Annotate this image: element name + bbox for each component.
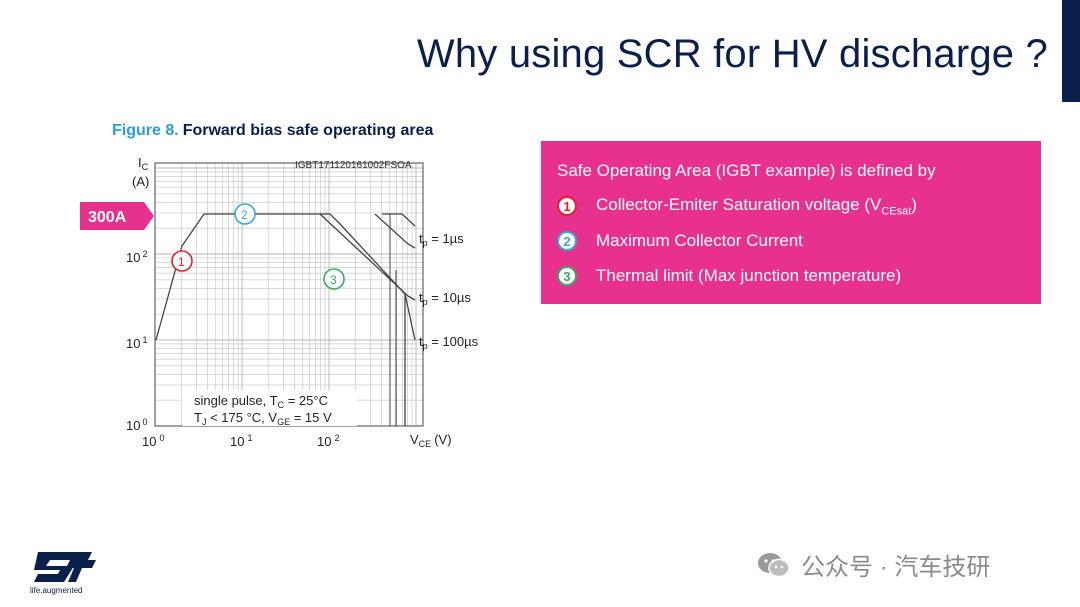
num-1-icon: 1 [557, 196, 577, 216]
info-item-1: 1 Collector-Emiter Saturation voltage (V… [557, 193, 917, 219]
figure-ref-code: IGBT171120161002FSOA [295, 160, 412, 171]
y-axis-label: IC [138, 155, 149, 172]
info-item-2-text: Maximum Collector Current [596, 231, 803, 250]
conditions-line2: TJ < 175 °C, VGE = 15 V [194, 410, 332, 427]
y-tick-label: 10 1 [126, 335, 147, 351]
tp-1us-curve [374, 213, 416, 249]
info-item-3: 3 Thermal limit (Max junction temperatur… [557, 263, 901, 289]
tp-100us-curve [404, 293, 416, 341]
tp-1us-drop [401, 213, 416, 227]
marker-3-label: 3 [330, 273, 337, 287]
soa-info-box: Safe Operating Area (IGBT example) is de… [541, 141, 1041, 304]
info-heading: Safe Operating Area (IGBT example) is de… [557, 161, 936, 180]
marker-1-label: 1 [178, 255, 185, 269]
tp-10us-curve [319, 213, 416, 301]
watermark: 公众号 · 汽车技研 [757, 547, 990, 582]
marker-1-icon [171, 250, 193, 272]
y-tick-label: 10 2 [126, 249, 147, 265]
marker-2-label: 2 [241, 208, 248, 222]
info-item-1-text: Collector-Emiter Saturation voltage (VCE… [596, 194, 917, 218]
logo-tagline: life.augmented [30, 586, 83, 595]
conditions-line1: single pulse, TC = 25°C [194, 393, 328, 410]
num-2-icon: 2 [557, 231, 577, 251]
300a-callout-label: 300A [88, 209, 127, 226]
y-axis-unit: (A) [132, 174, 149, 189]
x-tick-label: 10 0 [142, 433, 164, 449]
soa-chart: IGBT171120161002FSOA IC (A) 10 0 10 1 10 2 … [80, 155, 479, 449]
watermark-text: 公众号 · 汽车技研 [801, 554, 991, 581]
conditions-box [182, 390, 357, 426]
info-item-2: 2 Maximum Collector Current [557, 228, 803, 254]
300a-callout [80, 202, 154, 230]
figure-caption: Figure 8. Forward bias safe operating are… [112, 122, 433, 140]
chart-grid [154, 163, 423, 427]
title-accent-bar [1062, 0, 1080, 102]
st-logo [30, 548, 100, 589]
x-tick-label: 10 1 [230, 433, 252, 449]
marker-2-icon [234, 203, 256, 225]
marker-3-icon [323, 268, 345, 290]
y-tick-label: 10 0 [126, 417, 147, 433]
num-3-icon: 3 [557, 266, 577, 286]
slide-title: Why using SCR for HV discharge ? [416, 32, 1048, 76]
tp-10us-label: tp = 10µs [419, 290, 471, 307]
wechat-icon [757, 552, 791, 578]
figure-caption-text: Forward bias safe operating area [182, 122, 434, 139]
x-tick-label: 10 2 [317, 433, 339, 449]
info-item-3-text: Thermal limit (Max junction temperature) [596, 266, 902, 285]
figure-number: Figure 8. [112, 122, 179, 139]
tp-100us-label: tp = 100µs [419, 334, 479, 351]
x-axis-label: VCE (V) [410, 432, 452, 449]
tp-1us-label: tp = 1µs [419, 231, 464, 248]
